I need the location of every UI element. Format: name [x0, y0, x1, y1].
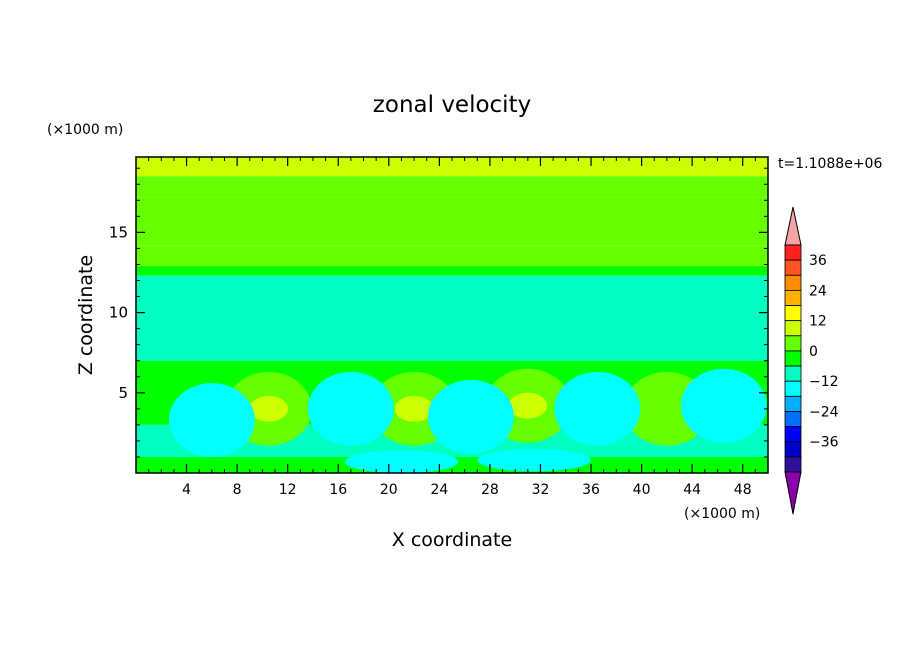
y-axis-label: Z coordinate	[75, 255, 97, 375]
x-tick-label: 28	[481, 482, 499, 498]
colorbar-box	[784, 380, 802, 397]
colorbar-top-triangle	[784, 206, 802, 246]
x-tick-label: 36	[582, 482, 600, 498]
field-cell	[477, 448, 592, 472]
y-tick-label: 15	[109, 223, 128, 241]
colorbar-box	[784, 320, 802, 337]
x-axis: 4 8 12 16 20 24 28 32 36 40 44 48	[148, 157, 756, 498]
y-tick-label: 10	[109, 304, 128, 322]
colorbar-tick-label: −24	[809, 404, 839, 420]
x-tick-label: 44	[683, 482, 701, 498]
z-unit-label: (×1000 m)	[47, 122, 123, 138]
colorbar-box	[784, 365, 802, 382]
x-axis-label: X coordinate	[392, 529, 512, 551]
colorbar-tick-label: −36	[809, 435, 839, 451]
colorbar-tick-label: 36	[809, 253, 827, 269]
plot-area	[135, 156, 769, 474]
x-tick-label: 4	[182, 482, 191, 498]
colorbar-box	[784, 305, 802, 322]
x-tick-label: 8	[233, 482, 242, 498]
field-cell	[680, 368, 767, 443]
colorbar-box	[784, 426, 802, 443]
colorbar-tick-label: 24	[809, 283, 827, 299]
field-cell	[168, 383, 255, 457]
field-band	[136, 197, 768, 246]
field-cell	[307, 371, 394, 446]
field-cell-core	[249, 395, 289, 422]
colorbar-box	[784, 456, 802, 473]
colorbar-box	[784, 259, 802, 276]
colorbar-box	[784, 335, 802, 352]
field-cell	[554, 371, 641, 446]
colorbar-box	[784, 441, 802, 458]
x-tick-label: 24	[430, 482, 448, 498]
field-cell-core	[394, 395, 434, 422]
field-band	[136, 266, 768, 276]
y-tick-label: 5	[118, 384, 128, 402]
y-axis: 5 10 15	[109, 167, 768, 458]
colorbar-box	[784, 411, 802, 428]
field-band	[136, 245, 768, 267]
colorbar-tick-label: −12	[809, 374, 839, 390]
colorbar-bottom-triangle	[784, 471, 802, 515]
colorbar-tick-label: 12	[809, 314, 827, 330]
colorbar-box	[784, 395, 802, 412]
colorbar-box	[784, 289, 802, 306]
x-tick-label: 20	[380, 482, 398, 498]
colorbar-box	[784, 350, 802, 367]
field-cell	[427, 379, 514, 454]
field-band	[136, 176, 768, 198]
x-tick-label: 16	[329, 482, 347, 498]
x-unit-label: (×1000 m)	[684, 506, 760, 522]
field-cell	[344, 450, 459, 473]
x-tick-label: 48	[734, 482, 752, 498]
x-tick-label: 12	[279, 482, 297, 498]
chart-title: zonal velocity	[373, 92, 531, 118]
time-label: t=1.1088e+06	[778, 156, 882, 172]
colorbar-tick-label: 0	[809, 344, 818, 360]
x-tick-label: 40	[633, 482, 651, 498]
field-cell-core	[508, 392, 548, 419]
field-band	[136, 275, 768, 361]
colorbar-box	[784, 244, 802, 261]
colorbar-box	[784, 274, 802, 291]
x-tick-label: 32	[532, 482, 550, 498]
field-band	[136, 157, 768, 177]
colorbar: 36 24 12 0 −12 −24 −36	[784, 206, 839, 515]
